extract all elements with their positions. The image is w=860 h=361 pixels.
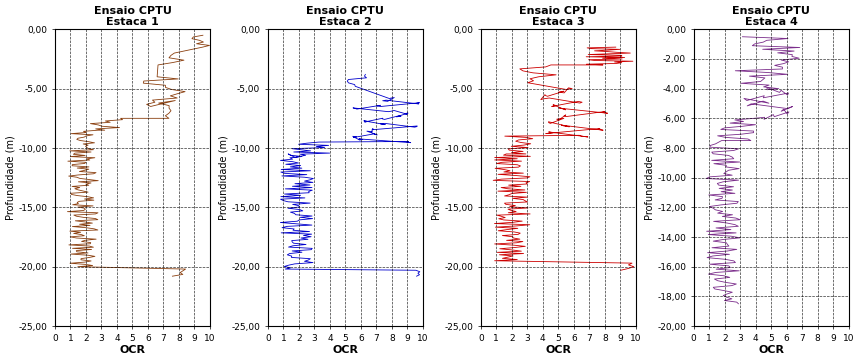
X-axis label: OCR: OCR: [332, 345, 359, 356]
X-axis label: OCR: OCR: [120, 345, 145, 356]
X-axis label: OCR: OCR: [759, 345, 784, 356]
Y-axis label: Profundidade (m): Profundidade (m): [644, 135, 654, 220]
X-axis label: OCR: OCR: [545, 345, 571, 356]
Title: Ensaio CPTU
Estaca 4: Ensaio CPTU Estaca 4: [732, 5, 810, 27]
Title: Ensaio CPTU
Estaca 1: Ensaio CPTU Estaca 1: [94, 5, 171, 27]
Y-axis label: Profundidade (m): Profundidade (m): [432, 135, 441, 220]
Title: Ensaio CPTU
Estaca 2: Ensaio CPTU Estaca 2: [306, 5, 384, 27]
Y-axis label: Profundidade (m): Profundidade (m): [218, 135, 229, 220]
Y-axis label: Profundidade (m): Profundidade (m): [5, 135, 15, 220]
Title: Ensaio CPTU
Estaca 3: Ensaio CPTU Estaca 3: [519, 5, 597, 27]
